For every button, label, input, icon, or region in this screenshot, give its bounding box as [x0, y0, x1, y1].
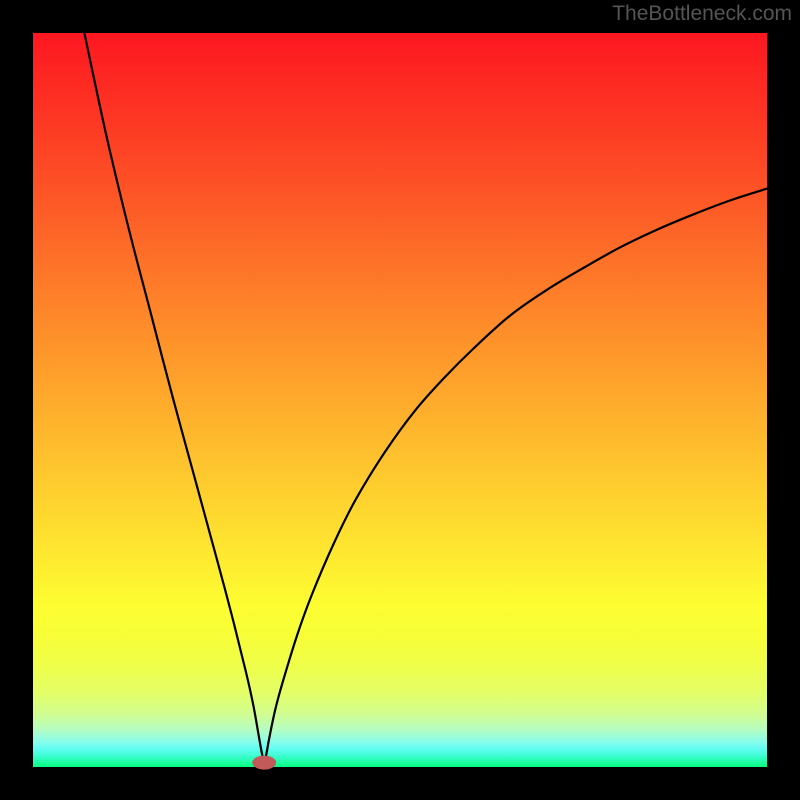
- minimum-marker: [252, 756, 276, 770]
- watermark-text: TheBottleneck.com: [612, 2, 792, 26]
- plot-background: [33, 33, 767, 767]
- bottleneck-chart: TheBottleneck.com: [0, 0, 800, 800]
- chart-svg: [0, 0, 800, 800]
